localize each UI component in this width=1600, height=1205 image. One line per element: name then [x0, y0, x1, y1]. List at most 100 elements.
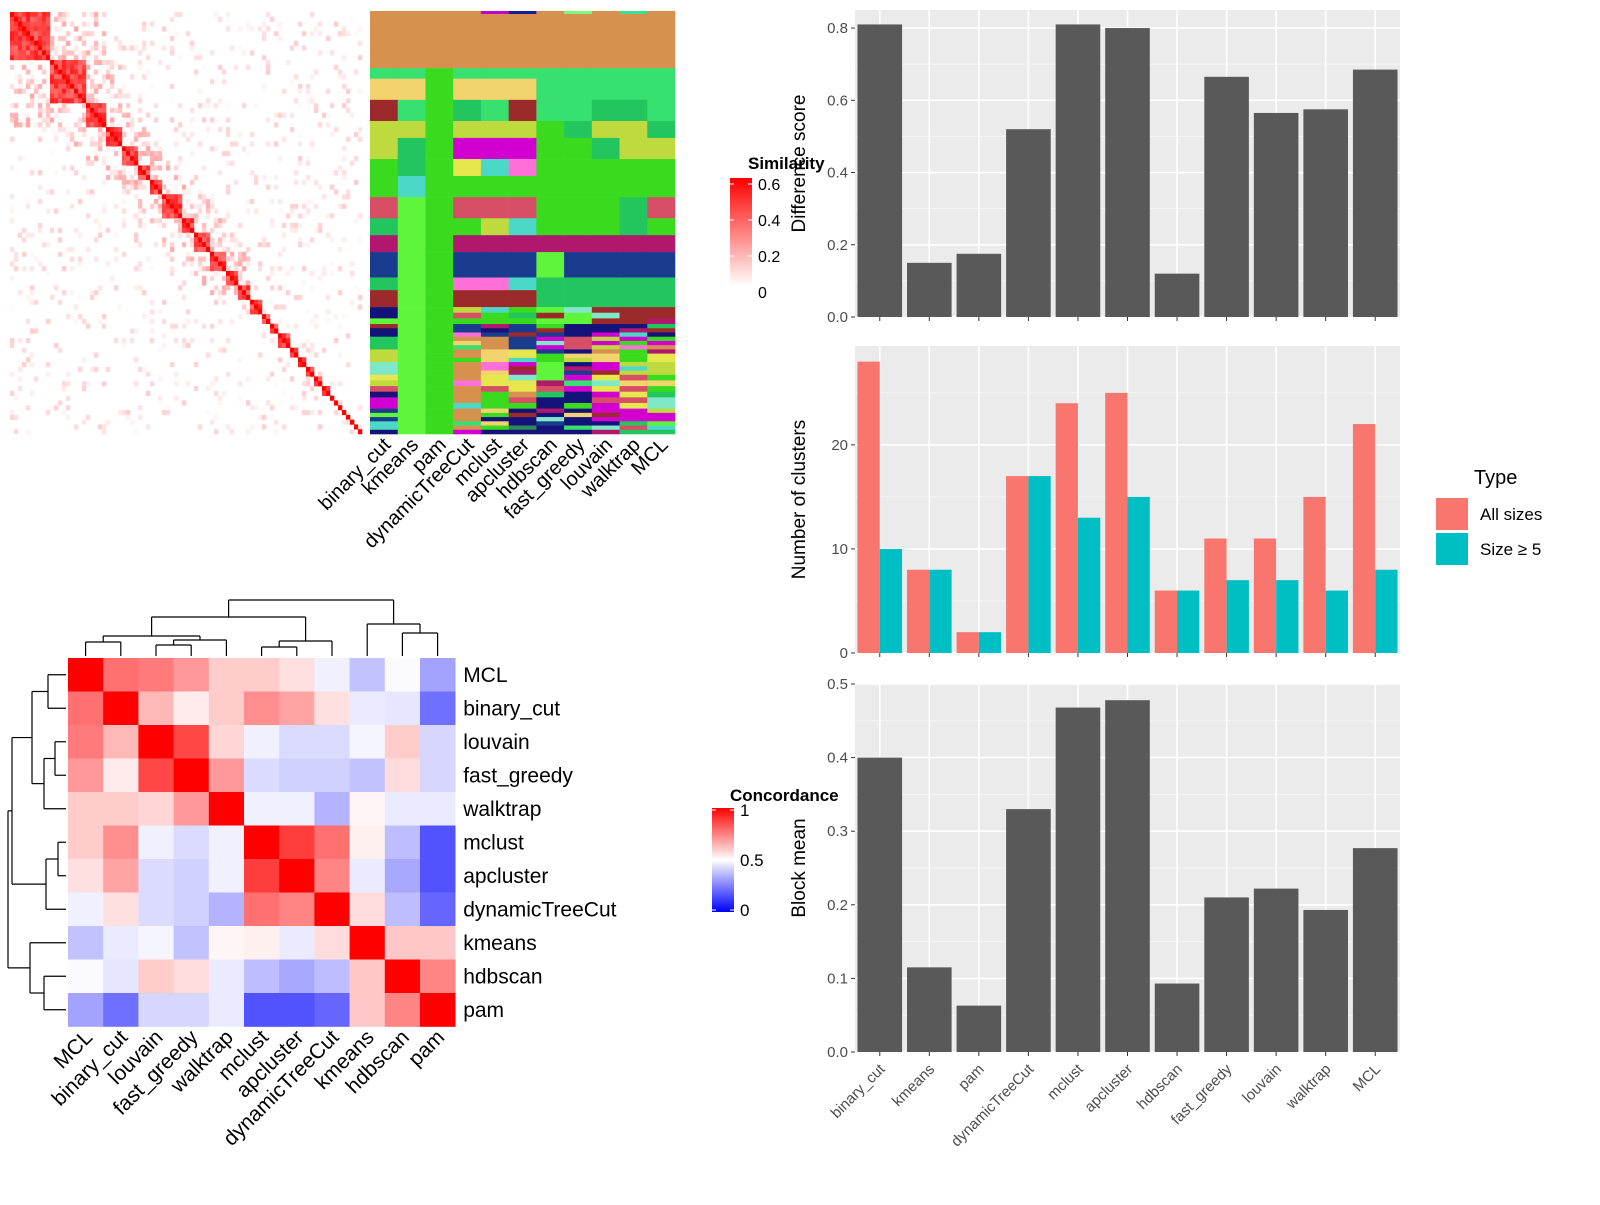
similarity-cell [42, 242, 47, 248]
concordance-cell [138, 658, 174, 692]
similarity-cell [198, 246, 203, 253]
similarity-cell [290, 227, 295, 233]
similarity-cell [106, 146, 111, 152]
similarity-cell [310, 342, 315, 348]
similarity-cell [138, 175, 143, 181]
assignment-cell [647, 374, 676, 381]
similarity-cell [94, 88, 99, 94]
similarity-cell [18, 386, 23, 392]
similarity-cell [10, 208, 15, 214]
concordance-cell [208, 859, 245, 893]
similarity-cell [222, 285, 227, 291]
assignment-cell [480, 336, 509, 342]
similarity-cell [78, 122, 83, 128]
similarity-cell [102, 136, 107, 142]
assignment-cell [536, 345, 565, 350]
similarity-cell [82, 83, 87, 90]
similarity-cell [226, 270, 231, 277]
assignment-cell [508, 312, 537, 319]
similarity-cell [146, 146, 151, 152]
similarity-cell [138, 285, 143, 291]
similarity-cell [54, 98, 59, 104]
similarity-cell [162, 199, 167, 205]
similarity-cell [246, 294, 251, 301]
similarity-cell [246, 400, 251, 406]
similarity-cell [318, 376, 323, 382]
concordance-cell [420, 658, 456, 692]
similarity-cell [90, 294, 95, 301]
similarity-cell [302, 381, 307, 387]
bar [1105, 700, 1150, 1052]
concordance-cell [420, 859, 456, 893]
concordance-cell [349, 658, 386, 692]
similarity-cell [122, 199, 127, 205]
assignment-cell [453, 328, 482, 333]
similarity-cell [90, 74, 95, 80]
similarity-cell [226, 208, 231, 214]
similarity-cell [174, 184, 179, 190]
similarity-cell [238, 26, 243, 32]
similarity-cell [174, 127, 179, 133]
assignment-cell [397, 349, 426, 354]
similarity-cell [346, 333, 351, 339]
similarity-cell [270, 328, 275, 334]
similarity-cell [218, 400, 223, 406]
bar [1303, 909, 1348, 1052]
similarity-cell [202, 223, 207, 229]
similarity-cell [170, 246, 175, 253]
similarity-cell [302, 280, 307, 286]
bar [1105, 392, 1128, 653]
similarity-cell [210, 256, 215, 262]
similarity-cell [286, 362, 291, 368]
similarity-cell [122, 223, 127, 229]
bar [1204, 76, 1249, 317]
similarity-cell [134, 194, 139, 200]
similarity-cell [134, 136, 139, 142]
assignment-cell [508, 429, 537, 435]
similarity-cell [38, 122, 43, 128]
similarity-cell [318, 50, 323, 56]
similarity-cell [290, 208, 295, 214]
similarity-cell [214, 285, 219, 291]
similarity-cell [10, 55, 15, 61]
similarity-cell [338, 405, 343, 411]
similarity-cell [106, 59, 111, 66]
similarity-cell [222, 232, 227, 238]
similarity-cell [330, 381, 335, 387]
similarity-cell [194, 69, 199, 75]
assignment-cell [619, 218, 648, 236]
similarity-cell [30, 45, 35, 51]
similarity-cell [98, 146, 103, 152]
concordance-cell [279, 926, 315, 960]
similarity-cell [94, 366, 99, 372]
assignment-cell [508, 366, 537, 371]
assignment-cell [591, 290, 620, 308]
similarity-cell [54, 79, 59, 85]
similarity-cell [70, 88, 75, 94]
similarity-cell [42, 93, 47, 99]
similarity-cell [262, 175, 267, 181]
similarity-cell [142, 213, 147, 219]
similarity-cell [250, 50, 255, 56]
assignment-cell [370, 120, 399, 139]
similarity-cell [70, 83, 75, 90]
similarity-cell [78, 59, 83, 66]
concordance-cell [384, 758, 421, 793]
similarity-cell [30, 352, 35, 358]
similarity-cell [142, 40, 147, 46]
similarity-cell [82, 357, 87, 363]
assignment-cell [619, 408, 648, 414]
similarity-cell [298, 155, 303, 161]
similarity-cell [258, 352, 263, 358]
similarity-cell [54, 131, 59, 137]
assignment-cell [425, 357, 454, 363]
similarity-cell [154, 103, 159, 109]
similarity-cell [274, 323, 279, 329]
similarity-cell [98, 424, 103, 430]
similarity-cell [146, 151, 151, 157]
similarity-cell [274, 266, 279, 272]
similarity-cell [230, 45, 235, 51]
assignment-cell [619, 175, 648, 198]
assignment-cell [480, 312, 509, 319]
